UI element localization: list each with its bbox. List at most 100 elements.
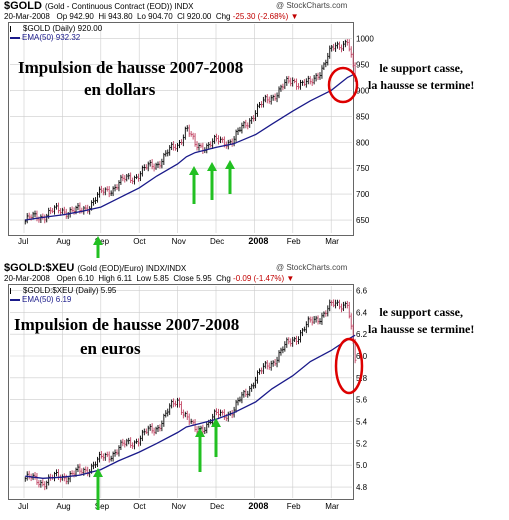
low-label: Lo <box>137 12 146 21</box>
green-arrow-up-icon <box>225 160 235 169</box>
x-tick-label: 2008 <box>248 236 268 246</box>
change-label: Chg <box>215 12 231 21</box>
quote-line: 20-Mar-2008 Open 6.10 High 6.11 Low 5.85… <box>4 274 294 283</box>
open-label: Open <box>56 274 77 283</box>
green-arrow-up-icon <box>93 236 103 245</box>
high-label: High <box>98 274 115 283</box>
chart-legend: $GOLD (Daily) 920.00 EMA(50) 932.32 <box>10 24 102 42</box>
gold-usd-svg: 650 700 750 800 850 900 950 1000 Jul Aug Sep Oct Nov… <box>10 24 374 258</box>
chart-symbol: $GOLD:$XEU (Gold (EOD)/Euro) INDX/INDX <box>4 262 186 274</box>
y-tick-label: 650 <box>356 216 370 225</box>
low-label: Low <box>136 274 152 283</box>
symbol-description: (Gold (EOD)/Euro) INDX/INDX <box>77 264 187 273</box>
x-tick-label: Sep <box>95 502 110 511</box>
symbol-text: $GOLD <box>4 0 42 12</box>
close-label: Close <box>173 274 194 283</box>
stockcharts-brand: @ StockCharts.com <box>276 1 348 10</box>
high-value: 943.80 <box>108 12 133 21</box>
y-tick-label: 800 <box>356 138 370 147</box>
stockcharts-brand: @ StockCharts.com <box>276 263 348 272</box>
gold-eur-chart-panel: $GOLD:$XEU (Gold (EOD)/Euro) INDX/INDX @… <box>4 262 509 520</box>
x-tick-label: Aug <box>56 502 70 511</box>
y-tick-label: 5.2 <box>356 439 368 448</box>
legend-price: $GOLD (Daily) 920.00 <box>10 24 102 33</box>
legend-ema: EMA(50) 6.19 <box>10 295 116 304</box>
x-tick-label: Sep <box>95 237 110 246</box>
x-tick-label: Nov <box>172 502 186 511</box>
green-arrow-up-icon <box>93 468 103 477</box>
y-tick-label: 5.0 <box>356 461 368 470</box>
down-triangle-icon: ▼ <box>290 12 299 21</box>
support-break-circle <box>327 66 359 104</box>
chart-annotation-title: Impulsion de hausse 2007-2008 <box>14 315 240 334</box>
chart-annotation-subtitle: en euros <box>80 339 141 358</box>
x-tick-label: Mar <box>325 502 339 511</box>
y-tick-label: 1000 <box>356 35 374 44</box>
x-tick-label: Aug <box>56 237 70 246</box>
symbol-text: $GOLD:$XEU <box>4 262 75 274</box>
open-value: 942.90 <box>69 12 94 21</box>
y-tick-label: 6.6 <box>356 286 368 295</box>
low-value: 904.70 <box>148 12 173 21</box>
x-tick-label: 2008 <box>248 501 268 511</box>
y-tick-label: 950 <box>356 60 370 69</box>
y-tick-label: 6.2 <box>356 330 368 339</box>
support-break-note: le support casse, la hausse se termine! <box>368 60 474 94</box>
green-arrow-up-icon <box>211 418 221 427</box>
close-label: Cl <box>177 12 185 21</box>
note-line-1: le support casse, <box>379 61 463 75</box>
green-arrow-up-icon <box>195 428 205 437</box>
support-break-note: le support casse, la hausse se termine! <box>368 304 474 338</box>
x-tick-label: Feb <box>287 237 301 246</box>
ema-50-line <box>25 334 356 479</box>
x-tick-label: Oct <box>133 237 146 246</box>
chart-annotation-title: Impulsion de hausse 2007-2008 <box>18 58 244 77</box>
close-value: 5.95 <box>196 274 212 283</box>
down-triangle-icon: ▼ <box>286 274 295 283</box>
y-tick-label: 750 <box>356 164 370 173</box>
x-tick-label: Dec <box>210 502 224 511</box>
x-tick-label: Mar <box>325 237 339 246</box>
high-value: 6.11 <box>117 274 132 283</box>
quote-date: 20-Mar-2008 <box>4 12 50 21</box>
quote-line: 20-Mar-2008 Op 942.90 Hi 943.80 Lo 904.7… <box>4 12 298 21</box>
y-tick-label: 6.4 <box>356 308 368 317</box>
note-line-2: la hausse se termine! <box>368 78 475 92</box>
y-tick-label: 700 <box>356 190 370 199</box>
x-tick-label: Feb <box>287 502 301 511</box>
change-value: -25.30 (-2.68%) <box>232 12 289 21</box>
chart-annotation-subtitle: en dollars <box>84 80 156 99</box>
change-label: Chg <box>216 274 231 283</box>
support-break-circle <box>334 337 364 395</box>
close-value: 920.00 <box>186 12 212 21</box>
open-value: 6.10 <box>78 274 94 283</box>
symbol-description: (Gold - Continuous Contract (EOD)) INDX <box>44 2 194 11</box>
x-tick-label: Oct <box>133 502 146 511</box>
green-arrow-up-icon <box>207 162 217 171</box>
ema-50-line <box>25 73 356 221</box>
legend-ema: EMA(50) 932.32 <box>10 33 102 42</box>
note-line-1: le support casse, <box>379 305 463 319</box>
chart-legend: $GOLD:$XEU (Daily) 5.95 EMA(50) 6.19 <box>10 286 116 304</box>
y-tick-label: 5.6 <box>356 396 368 405</box>
y-tick-label: 850 <box>356 112 370 121</box>
low-value: 5.85 <box>153 274 169 283</box>
y-tick-label: 900 <box>356 86 370 95</box>
open-label: Op <box>56 12 68 21</box>
change-value: -0.09 (-1.47%) <box>233 274 285 283</box>
note-line-2: la hausse se termine! <box>368 322 475 336</box>
y-tick-label: 4.8 <box>356 483 368 492</box>
high-label: Hi <box>98 12 106 21</box>
x-tick-label: Dec <box>210 237 224 246</box>
gold-usd-chart-panel: $GOLD (Gold - Continuous Contract (EOD))… <box>4 0 509 258</box>
legend-price: $GOLD:$XEU (Daily) 5.95 <box>10 286 116 295</box>
x-tick-label: Jul <box>18 237 28 246</box>
x-tick-label: Nov <box>172 237 186 246</box>
chart-symbol: $GOLD (Gold - Continuous Contract (EOD))… <box>4 0 193 12</box>
green-arrow-up-icon <box>189 166 199 175</box>
quote-date: 20-Mar-2008 <box>4 274 50 283</box>
plot-area <box>8 22 354 236</box>
plot-area <box>8 284 354 500</box>
x-tick-label: Jul <box>18 502 28 511</box>
